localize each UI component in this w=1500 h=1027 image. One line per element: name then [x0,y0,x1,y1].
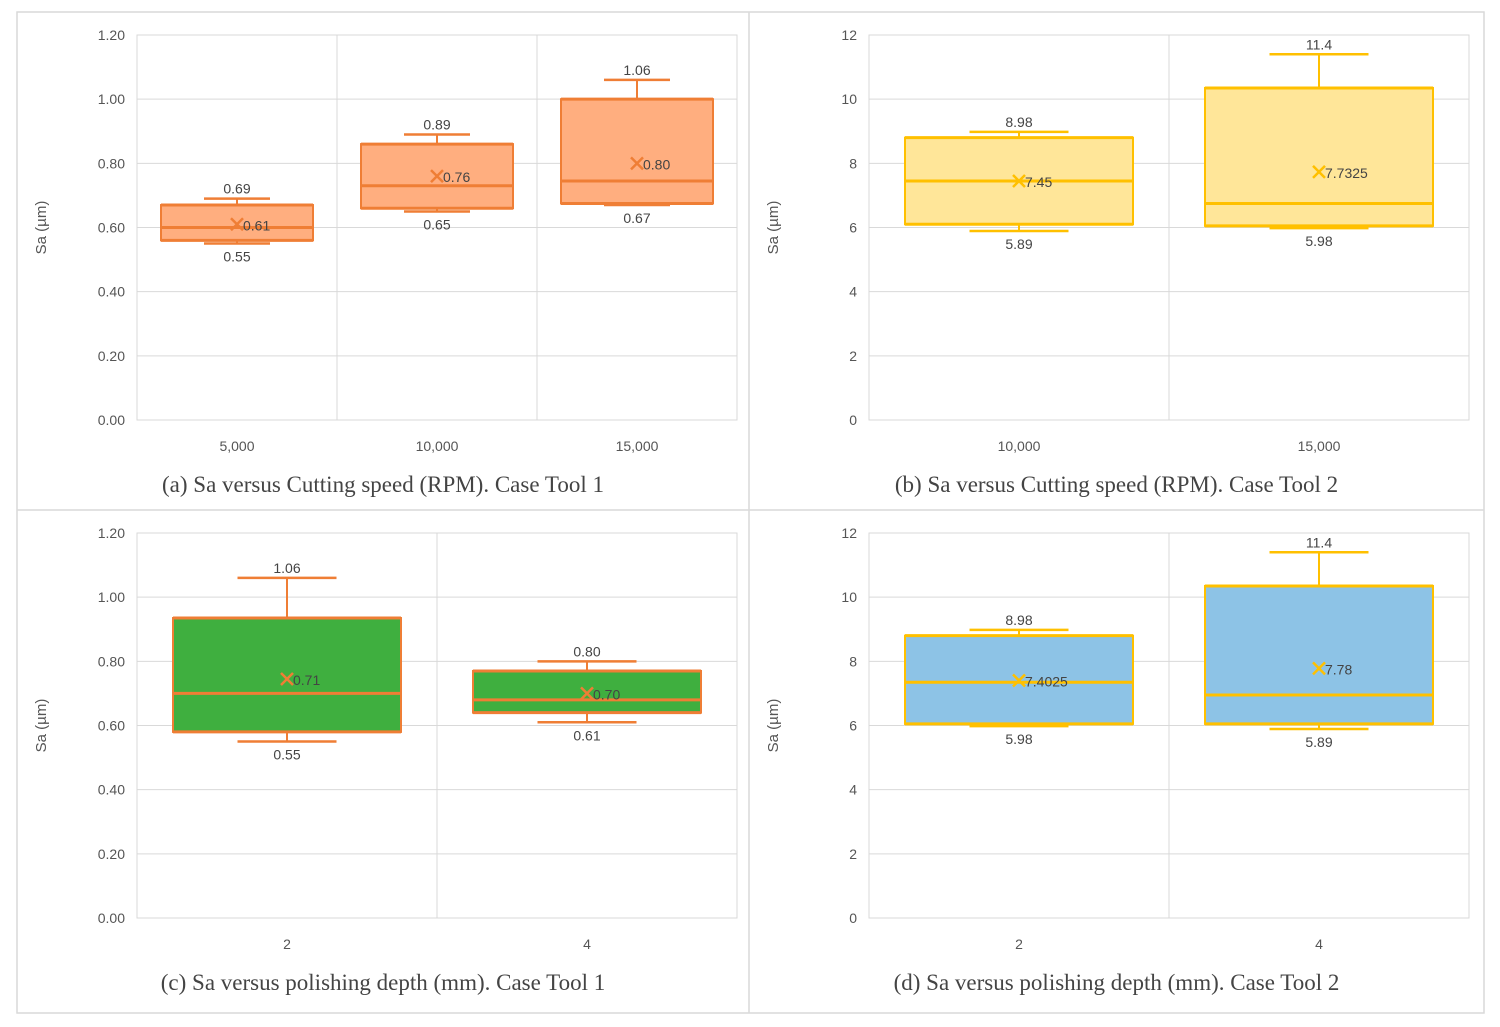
mean-marker [230,217,244,232]
mean-value-label: 0.80 [643,156,670,172]
mean-value-label: 7.7325 [1325,165,1368,181]
caption-c: (c) Sa versus polishing depth (mm). Case… [160,970,606,995]
mean-value-label: 0.61 [243,217,270,233]
box-iqr [1204,584,1434,725]
mean-marker [1312,661,1326,676]
y-tick-label: 0.40 [98,284,125,300]
plot-area-border [136,532,738,919]
min-value-label: 5.98 [1005,731,1032,747]
max-value-label: 0.69 [223,181,250,197]
y-tick-label: 0 [849,412,857,428]
y-tick-label: 1.00 [98,91,125,107]
chart-c: 0.00 0.20 0.40 0.60 0.80 1.00 1.20 Sa (µm) 2 1.06… [33,525,738,952]
caption-b: (b) Sa versus Cutting speed (RPM). Case … [894,472,1339,497]
y-axis-label: Sa (µm) [33,699,50,753]
y-tick-label: 1.00 [98,589,125,605]
y-tick-label: 2 [849,846,857,862]
max-value-label: 0.80 [573,643,600,659]
x-tick-label: 2 [283,936,291,952]
min-value-label: 0.55 [273,747,300,763]
mean-marker [1012,174,1026,188]
max-value-label: 1.06 [623,62,650,78]
y-tick-label: 6 [849,220,857,236]
caption-a: (a) Sa versus Cutting speed (RPM). Case … [162,472,604,497]
chart-b: 0 2 4 6 8 10 12 Sa (µm) 10,000 8.98 5.89 7.45 15,000… [765,27,1470,454]
mean-value-label: 7.4025 [1025,674,1068,690]
x-tick-label: 4 [583,936,591,952]
y-tick-label: 0.20 [98,348,125,364]
x-tick-label: 4 [1315,936,1323,952]
y-tick-label: 0.40 [98,782,125,798]
x-tick-label: 15,000 [616,438,659,454]
y-tick-label: 1.20 [98,27,125,43]
y-tick-label: 12 [841,525,857,541]
min-value-label: 5.98 [1305,233,1332,249]
mean-marker [1312,165,1326,179]
x-tick-label: 2 [1015,936,1023,952]
mean-marker [430,169,444,184]
y-tick-label: 0.60 [98,220,125,236]
mean-value-label: 7.45 [1025,174,1052,190]
plot-area-border [136,34,738,421]
y-tick-label: 4 [849,782,857,798]
mean-value-label: 0.71 [293,672,320,688]
caption-d: (d) Sa versus polishing depth (mm). Case… [893,970,1340,995]
box-iqr [172,617,402,733]
x-tick-label: 10,000 [416,438,459,454]
y-tick-label: 0.00 [98,412,125,428]
y-tick-label: 0.80 [98,653,125,669]
min-value-label: 5.89 [1005,236,1032,252]
min-value-label: 5.89 [1305,734,1332,750]
mean-marker [1012,673,1026,688]
panel-a: 0.00 0.20 0.40 0.60 0.80 1.00 1.20 Sa (µm) 5,000… [17,12,749,510]
min-value-label: 0.61 [573,727,600,743]
box-iqr [1204,86,1434,227]
y-axis-label: Sa (µm) [765,201,782,255]
y-tick-label: 0.20 [98,846,125,862]
mean-marker [580,686,594,701]
y-tick-label: 10 [841,91,857,107]
y-tick-label: 8 [849,155,857,171]
panel-d: 0 2 4 6 8 10 12 Sa (µm) 2 8.98 5.98 7.4025 4 11.4 5.89… [749,510,1484,1013]
box-iqr [560,98,714,205]
y-tick-label: 10 [841,589,857,605]
x-tick-label: 5,000 [219,438,254,454]
max-value-label: 11.4 [1306,534,1332,550]
y-tick-label: 12 [841,27,857,43]
y-tick-label: 0.60 [98,718,125,734]
y-tick-label: 8 [849,653,857,669]
max-value-label: 11.4 [1306,36,1332,52]
max-value-label: 0.89 [423,116,450,132]
chart-a: 0.00 0.20 0.40 0.60 0.80 1.00 1.20 Sa (µm) 5,000… [33,27,738,454]
y-tick-label: 4 [849,284,857,300]
plot-area-border [868,532,1470,919]
max-value-label: 8.98 [1005,114,1032,130]
plot-area-border [868,34,1470,421]
y-tick-label: 0 [849,910,857,926]
y-tick-label: 0.80 [98,155,125,171]
y-axis-label: Sa (µm) [765,699,782,753]
y-axis-label: Sa (µm) [33,201,50,255]
mean-marker [630,156,644,171]
min-value-label: 0.55 [223,249,250,265]
mean-value-label: 7.78 [1325,661,1352,677]
panel-b: 0 2 4 6 8 10 12 Sa (µm) 10,000 8.98 5.89 7.45 15,000… [749,12,1484,510]
chart-d: 0 2 4 6 8 10 12 Sa (µm) 2 8.98 5.98 7.4025 4 11.4 5.89… [765,525,1470,952]
mean-value-label: 0.70 [593,686,620,702]
x-tick-label: 10,000 [998,438,1041,454]
y-tick-label: 0.00 [98,910,125,926]
y-tick-label: 6 [849,718,857,734]
y-tick-label: 2 [849,348,857,364]
mean-value-label: 0.76 [443,169,470,185]
min-value-label: 0.65 [423,216,450,232]
x-tick-label: 15,000 [1298,438,1341,454]
max-value-label: 1.06 [273,560,300,576]
panel-c: 0.00 0.20 0.40 0.60 0.80 1.00 1.20 Sa (µm) 2 1.06… [17,510,749,1013]
mean-marker [280,672,294,686]
max-value-label: 8.98 [1005,612,1032,628]
min-value-label: 0.67 [623,210,650,226]
y-tick-label: 1.20 [98,525,125,541]
